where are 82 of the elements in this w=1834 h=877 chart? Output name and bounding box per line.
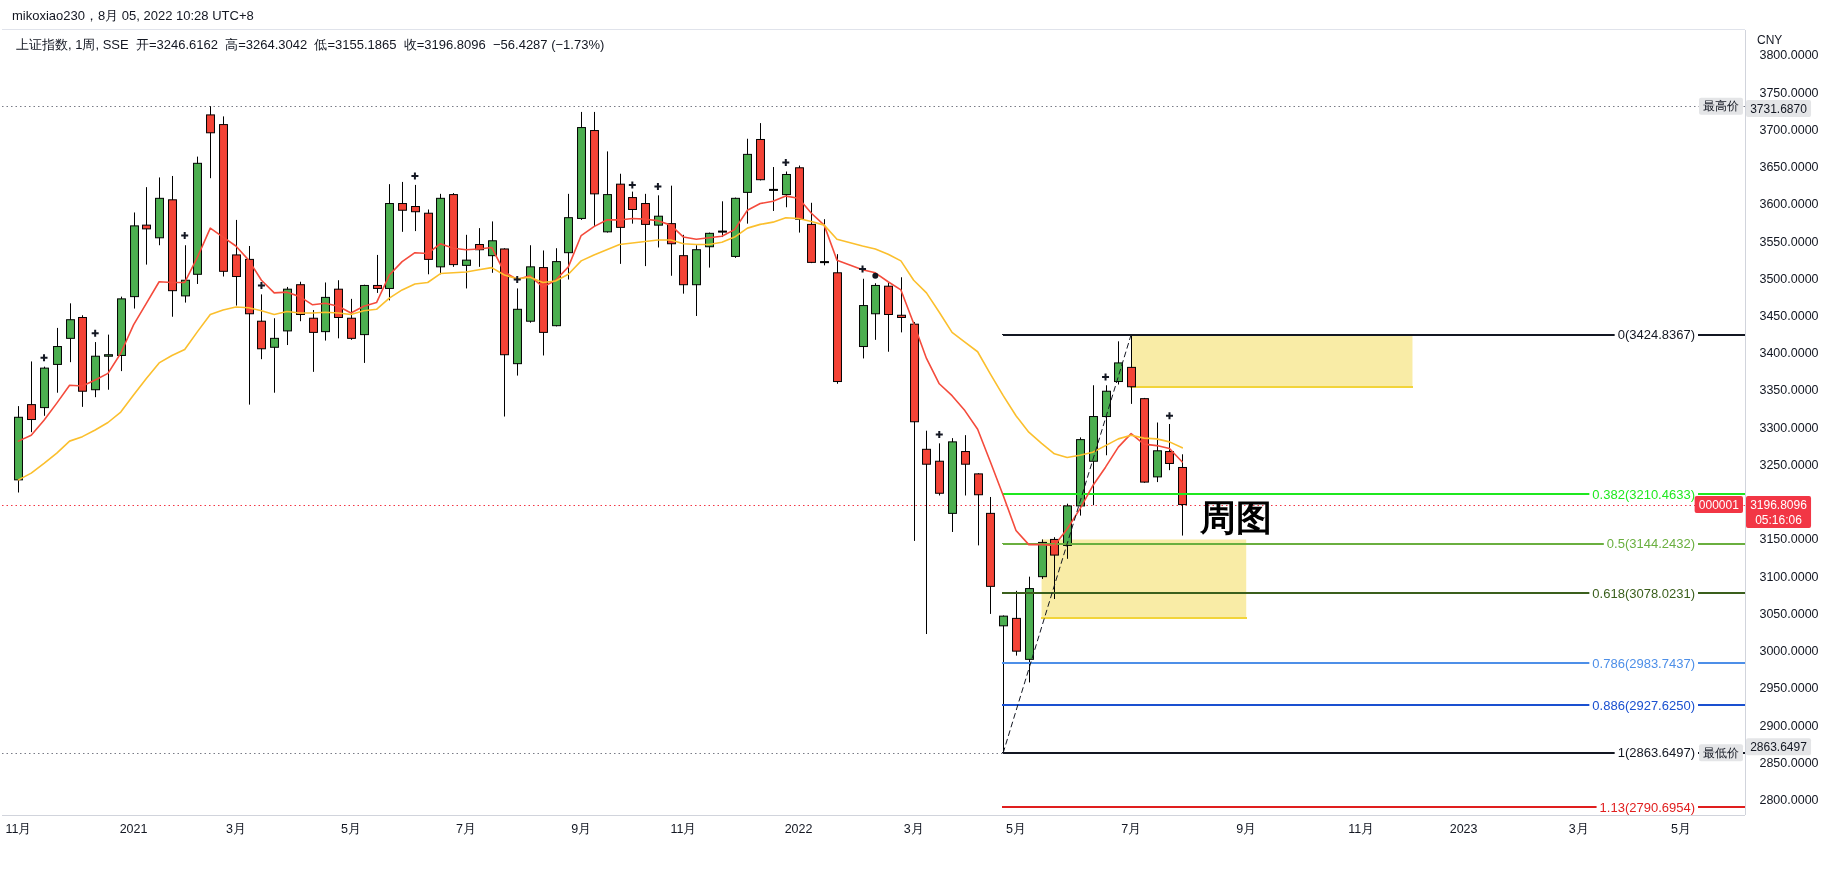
candlestick <box>769 166 778 212</box>
ref-line-label: 2863.6497 <box>1750 739 1808 754</box>
candlestick <box>66 302 75 363</box>
y-tick-label: 3400.0000 <box>1759 346 1819 361</box>
x-tick-label: 2023 <box>1449 822 1478 836</box>
x-tick-label: 5月 <box>340 822 361 836</box>
series-label: 0(3424.8367) <box>1617 327 1695 343</box>
x-tick-label: 5月 <box>1006 822 1026 836</box>
x-tick-label: 11月 <box>5 822 32 836</box>
series-label: 0.5(3144.2432) <box>1606 536 1695 552</box>
annotation: 周图 <box>1199 496 1273 538</box>
candlestick <box>1127 334 1136 405</box>
series-label: 0.382(3210.4633) <box>1592 486 1695 502</box>
candlestick <box>104 334 113 391</box>
candlestick <box>922 430 931 635</box>
x-tick-label: 3月 <box>1568 822 1589 836</box>
candlestick <box>27 360 36 433</box>
candlestick <box>309 309 318 373</box>
x-tick-label: 2021 <box>119 822 148 836</box>
y-tick-label: 3650.0000 <box>1759 160 1819 175</box>
point <box>872 272 879 279</box>
y-tick-label: 3550.0000 <box>1759 234 1819 249</box>
candlestick <box>206 105 215 179</box>
annotation: 000001 <box>1698 497 1740 512</box>
candlestick <box>411 184 420 232</box>
candlestick <box>462 234 471 289</box>
x-tick-label: 7月 <box>1121 822 1142 836</box>
chart-title: mikoxiao230，8月 05, 2022 10:28 UTC+8 <box>12 7 254 23</box>
candlestick <box>782 171 791 208</box>
candlestick <box>897 276 906 333</box>
y-tick-label: 3250.0000 <box>1759 457 1819 472</box>
y-tick-label: 2800.0000 <box>1759 793 1819 808</box>
text: 05:16:06 <box>1755 512 1803 527</box>
x-tick-label: 9月 <box>1236 822 1257 836</box>
series-label: 1(2863.6497) <box>1617 745 1695 761</box>
candlestick <box>961 434 970 496</box>
y-tick-label: 3350.0000 <box>1759 383 1819 398</box>
y-tick-label: 2900.0000 <box>1759 718 1819 733</box>
y-tick-label: 3500.0000 <box>1759 271 1819 286</box>
candlestick <box>974 472 983 546</box>
candlestick <box>347 298 356 341</box>
series-label: 1.13(2790.6954) <box>1599 799 1695 815</box>
y-tick-label: 3300.0000 <box>1759 420 1819 435</box>
y-tick-label: 3050.0000 <box>1759 606 1819 621</box>
x-tick-label: 11月 <box>670 822 697 836</box>
text: 上证指数, 1周, SSE 开=3246.6162 高=3264.3042 低=3155.1865 收=3196.8096 −56.4287 (−1.73%) <box>16 36 605 52</box>
candlestick <box>270 317 279 394</box>
y-tick-label: 3000.0000 <box>1759 644 1819 659</box>
candlestick <box>1165 423 1174 471</box>
y-tick-label: 3150.0000 <box>1759 532 1819 547</box>
series-label: 0.618(3078.0231) <box>1592 585 1695 601</box>
candlestick <box>373 254 382 294</box>
annotation: 最高价 <box>1703 99 1739 114</box>
x-tick-label: 3月 <box>225 822 246 836</box>
line-series <box>17 216 1184 481</box>
annotation: 最低价 <box>1703 745 1739 760</box>
series-label: 0.786(2983.7437) <box>1592 655 1695 671</box>
y-tick-label: 3750.0000 <box>1759 85 1819 100</box>
x-tick-label: 3月 <box>903 822 924 836</box>
x-tick-label: 7月 <box>456 822 477 836</box>
ref-line-label: 3196.8096 <box>1750 497 1808 512</box>
candlestick <box>398 181 407 233</box>
series-label: 0.886(2927.6250) <box>1592 697 1695 713</box>
candlestick <box>232 219 241 307</box>
candlestick <box>718 200 727 238</box>
x-tick-label: 9月 <box>571 822 592 836</box>
y-tick-label: 3700.0000 <box>1759 122 1819 137</box>
y-axis-title: CNY <box>1757 33 1783 47</box>
candlestick <box>142 186 151 266</box>
candlestick <box>820 218 829 266</box>
y-tick-label: 3450.0000 <box>1759 309 1819 323</box>
ref-line-label: 3731.6870 <box>1750 101 1808 116</box>
candlestick <box>53 327 62 394</box>
y-tick-label: 2850.0000 <box>1759 755 1819 770</box>
x-tick-label: 5月 <box>1671 822 1692 836</box>
x-tick-label: 11月 <box>1348 822 1375 836</box>
y-tick-label: 2950.0000 <box>1759 681 1819 696</box>
candlestick <box>181 244 190 304</box>
x-tick-label: 2022 <box>784 822 813 836</box>
y-tick-label: 3800.0000 <box>1759 48 1819 63</box>
y-tick-label: 3100.0000 <box>1759 569 1819 584</box>
y-tick-label: 3600.0000 <box>1759 197 1819 212</box>
